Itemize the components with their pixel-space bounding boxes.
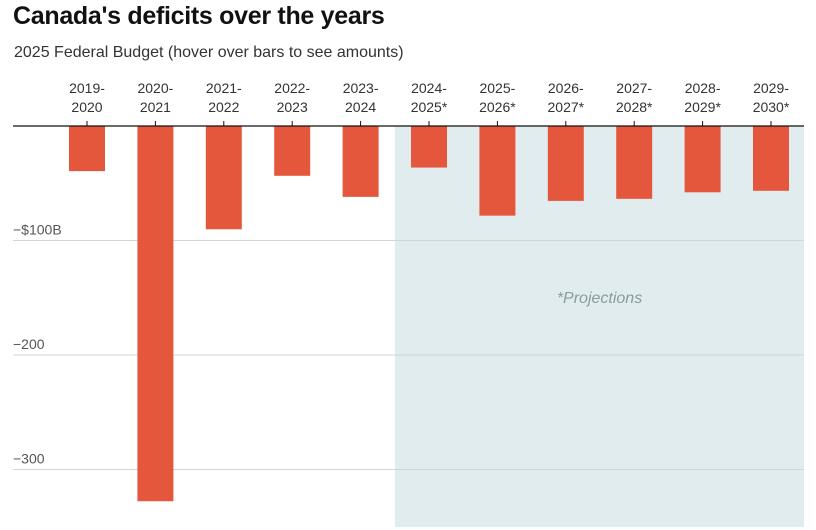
x-category-label-line: 2026* <box>479 99 516 115</box>
bar-2028-2029 <box>684 126 721 193</box>
x-category-label-line: 2020- <box>137 80 173 96</box>
bar-2021-2022 <box>205 126 242 230</box>
projection-band-layer: *Projections <box>395 126 804 527</box>
y-tick-label: −200 <box>13 336 45 352</box>
bar-2020-2021 <box>137 126 174 502</box>
x-category-label: 2019- 2020 <box>69 80 105 115</box>
bar-2024-2025 <box>411 126 447 168</box>
category-labels: 2019- 2020 2020- 2021 2021- 2022 2022- 2023 2023… <box>69 80 790 115</box>
x-category-label-line: 2021 <box>140 99 171 115</box>
x-category-label-line: 2019- <box>69 80 105 96</box>
x-category-label: 2022- 2023 <box>274 80 310 115</box>
y-tick-label: −$100B <box>13 222 62 238</box>
bar-2029-2030 <box>753 126 789 191</box>
x-category-label-line: 2027* <box>548 99 585 115</box>
bar-2019-2020 <box>69 126 105 172</box>
x-category-label-line: 2029- <box>753 80 789 96</box>
bar-2027-2028 <box>616 126 653 199</box>
bars <box>69 126 789 502</box>
x-category-label: 2023- 2024 <box>343 80 379 115</box>
x-category-label-line: 2030* <box>753 99 790 115</box>
x-category-label-line: 2021- <box>206 80 242 96</box>
x-category-label-line: 2028- <box>685 80 721 96</box>
bar-2026-2027 <box>547 126 584 201</box>
x-category-label: 2025- 2026* <box>479 80 516 115</box>
bar-2023-2024 <box>342 126 379 197</box>
x-axis <box>13 121 804 127</box>
y-tick-label: −300 <box>13 451 45 467</box>
x-category-label-line: 2022 <box>208 99 239 115</box>
x-category-label: 2020- 2021 <box>137 80 173 115</box>
x-category-label-line: 2024- <box>411 80 447 96</box>
x-category-label: 2024- 2025* <box>411 80 448 115</box>
x-category-label-line: 2022- <box>274 80 310 96</box>
x-category-label: 2026- 2027* <box>548 80 585 115</box>
x-category-label-line: 2027- <box>616 80 652 96</box>
x-category-label-line: 2023 <box>277 99 308 115</box>
x-category-label-line: 2028* <box>616 99 653 115</box>
bar-2022-2023 <box>274 126 311 176</box>
x-category-label-line: 2020 <box>71 99 102 115</box>
x-category-label: 2021- 2022 <box>206 80 242 115</box>
x-category-label: 2029- 2030* <box>753 80 790 115</box>
x-category-label-line: 2026- <box>548 80 584 96</box>
x-category-label: 2028- 2029* <box>684 80 721 115</box>
x-category-label-line: 2025- <box>479 80 515 96</box>
x-category-label-line: 2025* <box>411 99 448 115</box>
chart-subtitle: 2025 Federal Budget (hover over bars to … <box>14 44 404 61</box>
chart-title: Canada's deficits over the years <box>13 2 385 30</box>
projection-label: *Projections <box>557 290 642 307</box>
x-category-label-line: 2029* <box>684 99 721 115</box>
bar-2025-2026 <box>479 126 516 216</box>
x-category-label: 2027- 2028* <box>616 80 653 115</box>
projection-band <box>395 126 804 527</box>
x-category-label-line: 2024 <box>345 99 376 115</box>
x-category-label-line: 2023- <box>343 80 379 96</box>
